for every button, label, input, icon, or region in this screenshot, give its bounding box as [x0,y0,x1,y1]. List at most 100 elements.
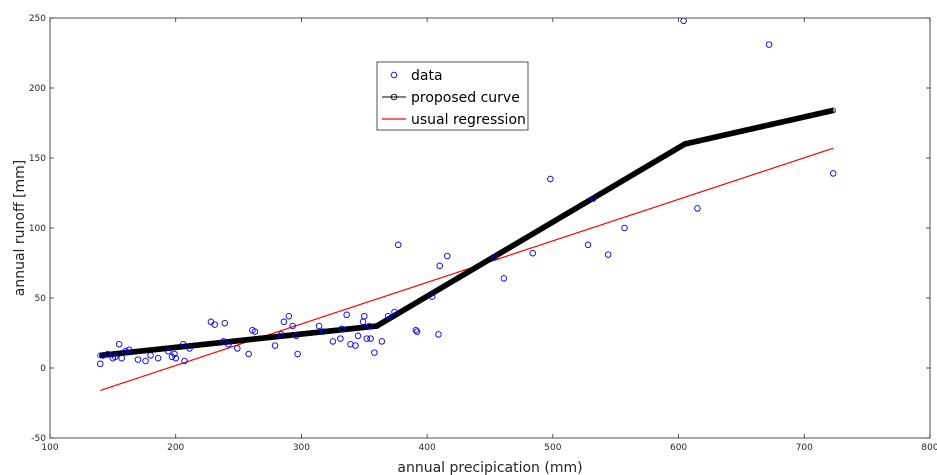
proposed-curve-marker [292,331,299,338]
proposed-curve-marker [270,334,277,340]
proposed-curve-marker [256,335,263,342]
proposed-curve-marker [219,339,226,346]
legend-swatch-data [390,71,398,79]
proposed-curve-marker [337,326,344,333]
data-point [221,319,228,327]
proposed-curve-marker [210,340,217,347]
x-tick-label: 400 [419,443,436,453]
data-point [491,254,499,261]
proposed-curve-marker [168,344,175,351]
proposed-curve-marker [299,331,306,337]
proposed-curve-marker [264,334,271,341]
proposed-curve-marker [113,350,120,357]
proposed-curve-marker [307,330,313,336]
data-point [112,353,119,361]
proposed-curve-marker [135,348,142,355]
data-point [122,347,129,355]
proposed-curve-marker [195,342,202,348]
x-tick-label: 800 [921,443,937,453]
proposed-curve-marker [254,335,261,342]
proposed-curve-marker [234,337,240,344]
proposed-curve-marker [289,332,296,338]
proposed-curve-marker [370,323,377,330]
proposed-curve-marker [324,328,331,335]
data-point [97,360,104,368]
data-point [547,175,554,183]
legend-label: data [411,68,443,84]
x-axis-label: annual precipication (mm) [397,460,582,475]
y-tick-label: 150 [29,154,46,164]
proposed-curve-marker [138,348,145,354]
data-point [604,251,612,258]
proposed-curve-marker [323,328,329,335]
proposed-curve-marker [132,348,139,355]
data-point [413,328,421,335]
data-point [428,293,436,300]
x-tick-label: 200 [167,443,184,453]
proposed-curve-marker [141,347,148,354]
data-point [181,357,188,365]
proposed-curve-marker [243,336,250,343]
data-point [584,241,592,249]
proposed-curve-marker [207,340,213,347]
data-point [765,41,773,48]
proposed-curve-marker [151,346,158,353]
proposed-curve-marker [334,327,341,334]
x-tick-label: 700 [796,443,813,453]
data-point [293,332,300,340]
data-point [436,262,443,270]
proposed-curve-marker [297,331,304,338]
proposed-curve-marker [332,327,339,334]
data-point [245,350,252,358]
y-tick-label: 100 [29,224,46,234]
proposed-curve-marker [216,339,223,346]
proposed-curve-marker [331,327,337,334]
data-point [337,335,344,342]
data-point [280,318,288,326]
y-tick-label: 200 [29,84,46,94]
data-point [211,321,218,328]
data-point [271,342,279,349]
proposed-curve-marker [232,338,239,344]
proposed-curve-marker [194,342,201,348]
data-point [289,322,296,330]
proposed-curve-marker [191,342,197,349]
data-point [104,350,112,358]
data-point [361,312,368,320]
proposed-curve-marker [125,349,132,356]
x-tick-label: 600 [670,443,687,453]
data-point [354,332,362,340]
proposed-curve-marker [149,346,156,353]
data-point [378,338,386,345]
data-point [278,331,285,338]
series-data-points [97,18,837,368]
proposed-curve-marker [200,341,207,348]
proposed-curve-marker [230,338,237,345]
proposed-curve-marker [267,334,274,341]
proposed-curve-marker [157,346,164,352]
proposed-curve-marker [215,339,221,346]
proposed-curve-marker [272,333,279,340]
proposed-curve-marker [280,333,286,339]
proposed-curve-marker [175,344,182,351]
proposed-curve-marker [315,329,321,336]
proposed-curve-marker [346,325,353,332]
data-point [384,312,392,320]
x-tick-label: 100 [41,443,58,453]
proposed-curve-marker [238,337,245,344]
data-point [115,340,123,348]
data-point [829,170,837,177]
proposed-curve-marker [251,336,258,342]
proposed-curve-marker [269,334,275,341]
data-point [294,350,301,358]
legend: data proposed curve usual regression [376,61,529,131]
data-point [371,349,378,356]
proposed-curve-marker [170,344,177,351]
proposed-curve-marker [316,329,323,335]
proposed-curve-marker [358,324,364,331]
proposed-curve-marker [327,327,334,334]
series-layer [97,18,837,391]
proposed-curve-marker [202,341,209,348]
data-point [444,252,451,260]
data-point [319,328,327,335]
